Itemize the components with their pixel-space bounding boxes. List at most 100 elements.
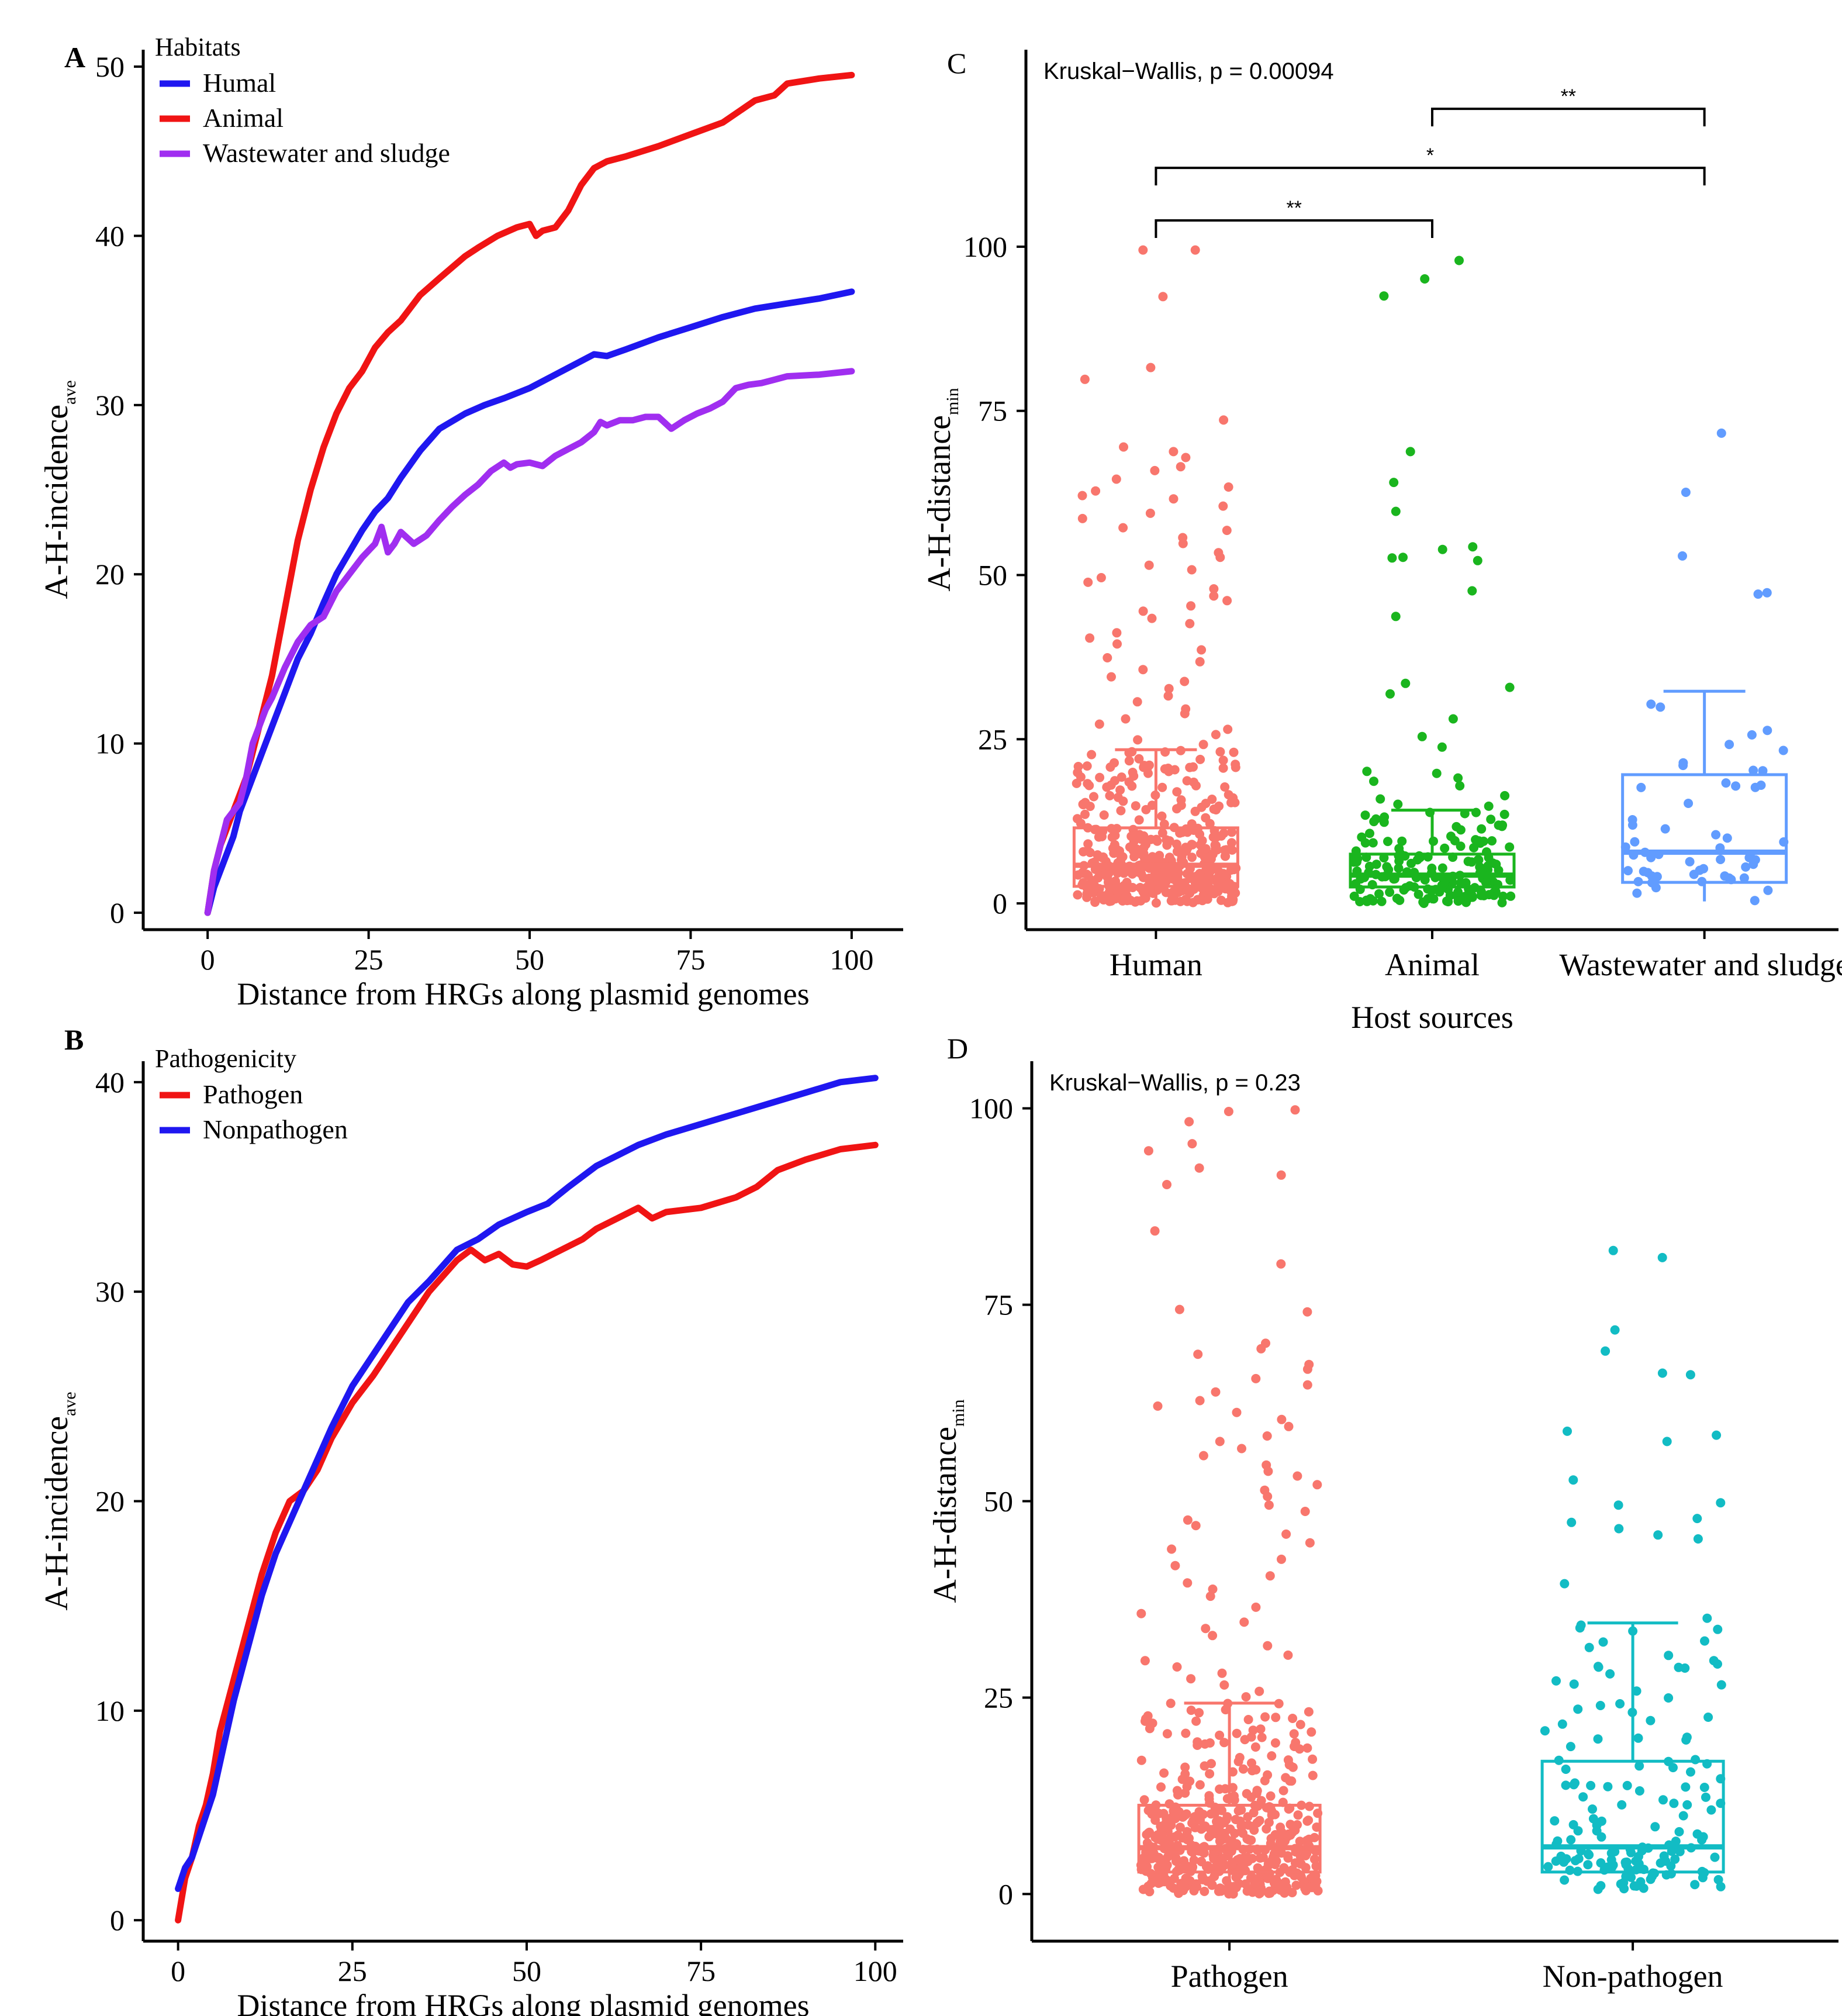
- outlier-point: [1290, 1105, 1300, 1115]
- data-point: [1253, 1863, 1263, 1873]
- y-tick-label: 10: [95, 727, 125, 760]
- outlier-point: [1251, 1373, 1261, 1383]
- outlier-point: [1224, 1107, 1233, 1116]
- data-point: [1087, 750, 1097, 760]
- outlier-point: [1195, 1396, 1205, 1406]
- outlier-point: [1103, 653, 1112, 662]
- data-point: [1194, 1708, 1204, 1718]
- outlier-point: [1302, 1364, 1312, 1374]
- data-point: [1217, 1806, 1226, 1815]
- data-point: [1543, 1862, 1553, 1872]
- x-tick-label: 0: [201, 943, 215, 976]
- data-point: [1639, 1883, 1649, 1893]
- data-point: [1219, 1738, 1229, 1748]
- data-point: [1617, 1800, 1627, 1810]
- outlier-point: [1218, 501, 1228, 511]
- data-point: [1636, 782, 1646, 792]
- data-point: [1201, 844, 1211, 854]
- outlier-point: [1138, 665, 1148, 675]
- y-axis-title-subscript: ave: [60, 1392, 80, 1416]
- data-point: [1073, 890, 1083, 900]
- outlier-point: [1153, 1401, 1163, 1411]
- data-point: [1145, 760, 1154, 770]
- outlier-point: [1369, 776, 1378, 786]
- data-point: [1256, 1886, 1265, 1895]
- data-point: [1087, 875, 1097, 885]
- data-point: [1136, 834, 1146, 844]
- data-point: [1215, 747, 1225, 757]
- data-point: [1219, 1828, 1229, 1838]
- data-point: [1163, 1852, 1173, 1862]
- data-point: [1592, 1826, 1602, 1836]
- outlier-point: [1190, 245, 1200, 255]
- outlier-point: [1121, 714, 1131, 724]
- y-tick-label: 40: [95, 219, 125, 252]
- outlier-point: [1255, 1686, 1264, 1696]
- data-point: [1223, 1885, 1233, 1895]
- data-point: [1700, 1636, 1709, 1646]
- y-tick-label: 20: [95, 1485, 125, 1518]
- data-point: [1181, 1728, 1191, 1738]
- data-point: [1145, 1887, 1155, 1897]
- data-point: [1218, 755, 1228, 765]
- outlier-point: [1215, 553, 1225, 562]
- data-point: [1099, 810, 1109, 820]
- outlier-point: [1145, 508, 1155, 518]
- data-point: [1191, 1716, 1201, 1726]
- data-point: [1201, 813, 1211, 823]
- outlier-point: [1140, 1656, 1150, 1666]
- data-point: [1302, 1816, 1312, 1826]
- data-point: [1288, 1762, 1298, 1772]
- data-point: [1355, 897, 1365, 907]
- outlier-point: [1420, 274, 1430, 284]
- data-point: [1680, 1663, 1690, 1673]
- data-point: [1686, 1767, 1695, 1777]
- outlier-point: [1312, 1480, 1322, 1490]
- data-point: [1583, 1860, 1593, 1870]
- outlier-point: [1567, 1517, 1577, 1527]
- data-point: [1159, 1768, 1169, 1778]
- outlier-point: [1197, 645, 1207, 655]
- data-point: [1569, 1780, 1579, 1790]
- outlier-point: [1608, 1245, 1618, 1255]
- outlier-point: [1657, 1368, 1667, 1378]
- data-point: [1622, 1857, 1632, 1867]
- data-point: [1486, 814, 1496, 824]
- y-tick-label: 50: [984, 1485, 1013, 1518]
- data-point: [1131, 801, 1141, 811]
- data-point: [1557, 1719, 1567, 1729]
- outlier-point: [1560, 1579, 1570, 1589]
- outlier-point: [1716, 1498, 1726, 1508]
- outlier-point: [1610, 1325, 1620, 1335]
- outlier-point: [1146, 363, 1156, 372]
- outlier-point: [1437, 544, 1447, 554]
- outlier-point: [1224, 482, 1233, 492]
- series-line-animal: [204, 71, 855, 916]
- outlier-point: [1385, 689, 1395, 699]
- data-point: [1180, 1762, 1190, 1772]
- y-tick-label: 100: [963, 230, 1007, 263]
- data-point: [1778, 745, 1788, 755]
- outlier-point: [1685, 1370, 1695, 1380]
- data-point: [1104, 868, 1114, 878]
- outlier-point: [1362, 767, 1372, 776]
- data-point: [1286, 1820, 1296, 1829]
- data-point: [1211, 1862, 1221, 1872]
- outlier-point: [1468, 542, 1478, 552]
- data-point: [1565, 1865, 1575, 1875]
- data-point: [1079, 800, 1088, 810]
- data-point: [1456, 841, 1466, 851]
- data-point: [1741, 862, 1751, 872]
- data-point: [1633, 1733, 1643, 1743]
- legend-label: Humal: [203, 68, 276, 98]
- outlier-point: [1133, 735, 1143, 745]
- data-point: [1156, 1782, 1166, 1792]
- outlier-point: [1147, 613, 1157, 623]
- outlier-point: [1096, 573, 1106, 582]
- data-point: [1227, 1858, 1237, 1867]
- outlier-point: [1132, 697, 1142, 707]
- outlier-point: [1208, 1585, 1218, 1594]
- outlier-point: [1398, 553, 1408, 562]
- data-point: [1713, 1659, 1722, 1669]
- data-point: [1540, 1726, 1550, 1736]
